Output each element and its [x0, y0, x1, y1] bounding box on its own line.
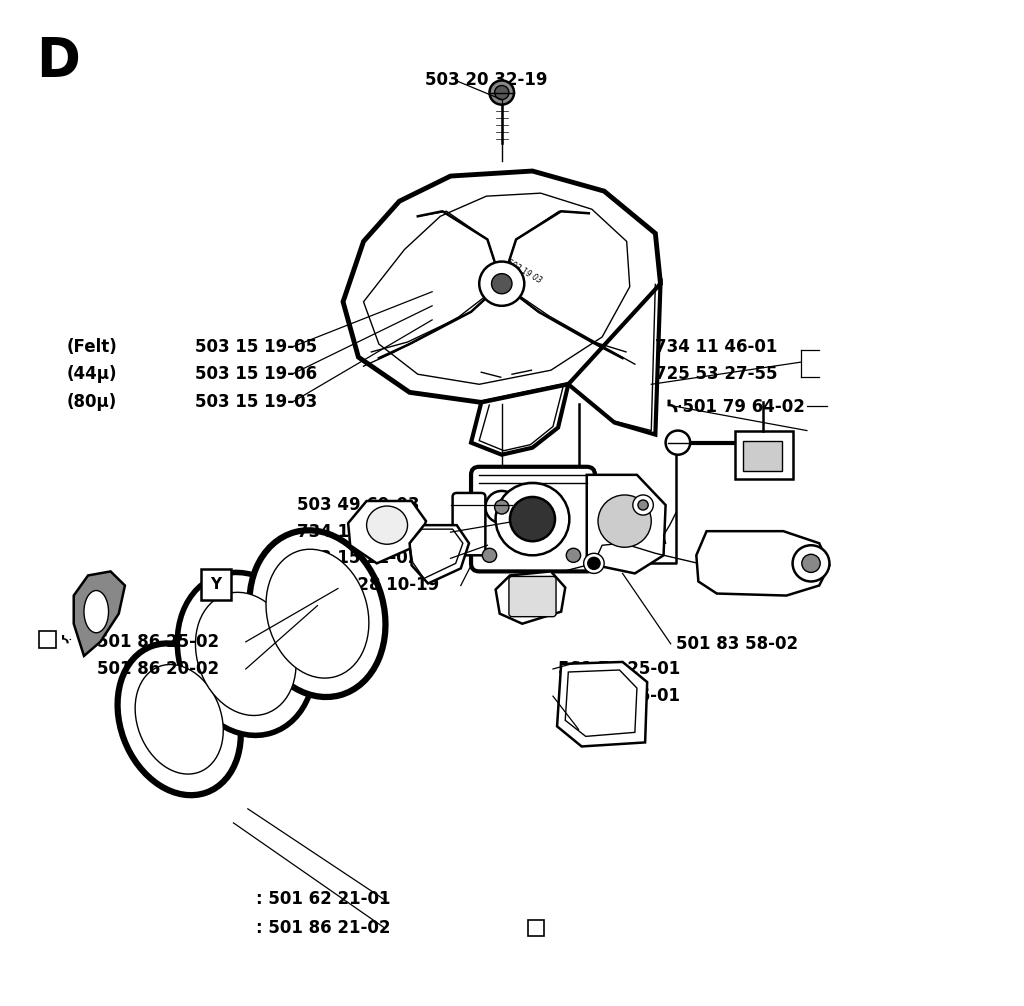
Text: 734 11 46-01: 734 11 46-01: [297, 523, 420, 541]
Polygon shape: [348, 501, 426, 563]
Text: 501 86 20-02: 501 86 20-02: [97, 660, 219, 678]
Text: 734 11 46-01: 734 11 46-01: [655, 338, 778, 356]
Circle shape: [495, 500, 509, 514]
Ellipse shape: [367, 506, 408, 544]
Text: ᔁ501 79 64-02: ᔁ501 79 64-02: [666, 397, 805, 415]
FancyBboxPatch shape: [735, 431, 793, 479]
Text: (Felt): (Felt): [67, 338, 118, 356]
Ellipse shape: [118, 644, 241, 795]
Circle shape: [584, 553, 604, 573]
Text: 501 83 58-02: 501 83 58-02: [676, 635, 798, 653]
Text: : 501 62 21-01: : 501 62 21-01: [256, 890, 390, 908]
Circle shape: [482, 548, 497, 562]
Circle shape: [598, 495, 651, 547]
Circle shape: [638, 500, 648, 510]
Text: : 501 86 21-02: : 501 86 21-02: [256, 918, 390, 937]
Polygon shape: [557, 662, 647, 746]
Text: 503 15 19-05: 503 15 19-05: [195, 338, 316, 356]
Ellipse shape: [84, 591, 109, 633]
Polygon shape: [696, 531, 829, 596]
Text: 725 53 27-55: 725 53 27-55: [655, 365, 778, 383]
Text: 503 49 69-03: 503 49 69-03: [297, 496, 420, 514]
Circle shape: [666, 431, 690, 455]
Circle shape: [489, 80, 514, 105]
Circle shape: [566, 548, 581, 562]
Ellipse shape: [266, 549, 369, 678]
Text: 503 19 03: 503 19 03: [505, 258, 544, 286]
Text: 503 15 19-06: 503 15 19-06: [195, 365, 316, 383]
Circle shape: [510, 497, 555, 541]
Polygon shape: [587, 475, 666, 573]
Text: D: D: [36, 35, 80, 88]
Text: 503 20 32-19: 503 20 32-19: [425, 71, 548, 90]
Circle shape: [793, 545, 829, 581]
Circle shape: [633, 495, 653, 515]
Circle shape: [485, 491, 518, 523]
FancyBboxPatch shape: [453, 493, 485, 555]
Circle shape: [496, 483, 569, 555]
FancyBboxPatch shape: [528, 920, 544, 936]
Circle shape: [479, 262, 524, 306]
Ellipse shape: [196, 593, 296, 715]
Text: 503 15 22-02: 503 15 22-02: [297, 549, 420, 567]
FancyBboxPatch shape: [743, 441, 782, 471]
Ellipse shape: [135, 665, 223, 774]
Circle shape: [492, 274, 512, 294]
Text: 503 15 19-03: 503 15 19-03: [195, 393, 316, 411]
Polygon shape: [410, 525, 469, 583]
Polygon shape: [74, 571, 125, 656]
Text: (44μ): (44μ): [67, 365, 117, 383]
Circle shape: [802, 554, 820, 572]
Ellipse shape: [177, 572, 314, 735]
Text: 501 62 86-01: 501 62 86-01: [558, 687, 680, 705]
FancyBboxPatch shape: [201, 569, 231, 600]
Text: Y: Y: [211, 577, 221, 592]
Text: 501 79 25-01: 501 79 25-01: [558, 660, 680, 678]
Text: 503 28 10-19: 503 28 10-19: [317, 576, 439, 595]
Text: ᔁ: ᔁ: [61, 635, 73, 645]
Polygon shape: [568, 284, 660, 435]
Polygon shape: [496, 571, 565, 624]
Text: 501 86 25-02: 501 86 25-02: [97, 633, 219, 651]
FancyBboxPatch shape: [471, 467, 595, 571]
FancyBboxPatch shape: [39, 631, 56, 648]
Text: (80μ): (80μ): [67, 393, 117, 411]
Ellipse shape: [250, 530, 385, 697]
Circle shape: [495, 86, 509, 100]
Polygon shape: [343, 171, 660, 402]
Circle shape: [588, 557, 600, 569]
Polygon shape: [471, 384, 568, 455]
FancyBboxPatch shape: [509, 576, 556, 617]
